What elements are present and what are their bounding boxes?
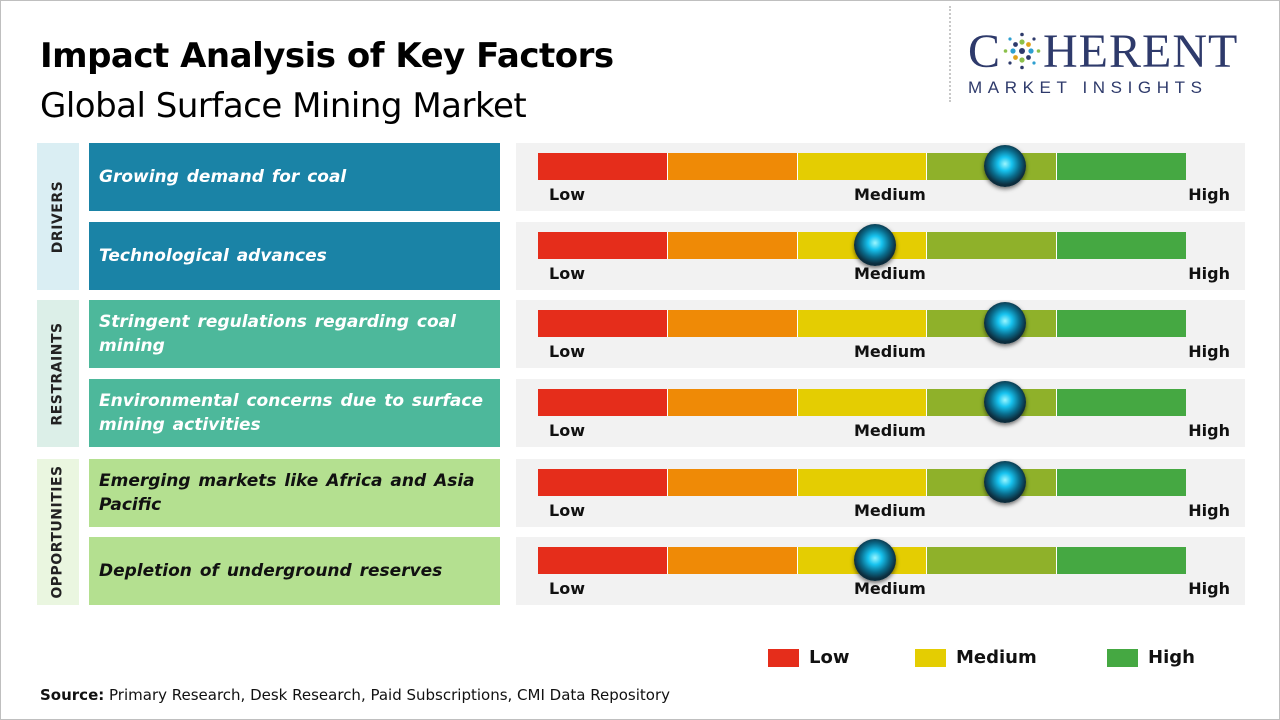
gauge-segment-1 (538, 469, 668, 496)
gauge-label-medium: Medium (854, 501, 926, 520)
gauge-label-low: Low (549, 185, 585, 204)
gauge-panel: Low Medium High (516, 143, 1245, 211)
gauge-label-medium: Medium (854, 579, 926, 598)
gauge-segment-2 (667, 389, 798, 416)
gauge-label-low: Low (549, 579, 585, 598)
gauge-label-medium: Medium (854, 264, 926, 283)
gauge-segment-3 (797, 469, 928, 496)
gauge-panel: Low Medium High (516, 222, 1245, 290)
legend-label-medium: Medium (956, 647, 1037, 668)
legend-item-high: High (1107, 647, 1195, 668)
legend-label-low: Low (809, 647, 850, 668)
gauge-label-medium: Medium (854, 421, 926, 440)
gauge-segment-3 (797, 153, 928, 180)
legend-label-high: High (1148, 647, 1195, 668)
gauge-bar (538, 232, 1186, 259)
impact-marker (983, 461, 1026, 503)
gauge-segment-2 (667, 232, 798, 259)
gauge-segment-2 (667, 310, 798, 337)
gauge-panel: Low Medium High (516, 379, 1245, 447)
logo-globe-icon (1003, 32, 1041, 70)
gauge-label-high: High (1188, 579, 1230, 598)
category-label-text: RESTRAINTS (50, 321, 66, 426)
gauge-label-low: Low (549, 501, 585, 520)
gauge-segment-2 (667, 153, 798, 180)
category-label-drivers: DRIVERS (37, 143, 79, 290)
logo-wordmark: C HERENT (968, 28, 1264, 76)
gauge-segment-1 (538, 547, 668, 574)
impact-marker (983, 302, 1026, 344)
logo-divider (949, 6, 951, 102)
gauge-label-medium: Medium (854, 342, 926, 361)
gauge-segment-3 (797, 389, 928, 416)
source-note: Source: Primary Research, Desk Research,… (40, 686, 670, 704)
category-label-opportunities: OPPORTUNITIES (37, 459, 79, 605)
gauge-segment-1 (538, 310, 668, 337)
gauge-segment-5 (1057, 153, 1186, 180)
legend-swatch-low (768, 648, 799, 667)
gauge-segment-5 (1057, 469, 1186, 496)
logo-wordmark-c: C (968, 25, 1002, 78)
factor-box: Growing demand for coal (89, 143, 500, 211)
gauge-label-high: High (1188, 501, 1230, 520)
factor-label: Growing demand for coal (99, 167, 347, 187)
factor-box: Environmental concerns due to surface mi… (89, 379, 500, 447)
factor-label: Stringent regulations regarding coal min… (99, 312, 456, 356)
source-label: Source: (40, 686, 105, 704)
factor-box: Technological advances (89, 222, 500, 290)
gauge-bar (538, 310, 1186, 337)
legend-item-medium: Medium (915, 647, 1037, 668)
gauge-bar (538, 469, 1186, 496)
factor-label: Emerging markets like Africa and Asia Pa… (99, 471, 475, 515)
gauge-bar (538, 153, 1186, 180)
gauge-segment-1 (538, 389, 668, 416)
gauge-label-low: Low (549, 421, 585, 440)
gauge-segment-1 (538, 232, 668, 259)
factor-box: Depletion of underground reserves (89, 537, 500, 605)
legend-swatch-high (1107, 648, 1138, 667)
category-label-restraints: RESTRAINTS (37, 300, 79, 447)
gauge-segment-5 (1057, 232, 1186, 259)
factor-label: Environmental concerns due to surface mi… (99, 391, 483, 435)
gauge-label-high: High (1188, 264, 1230, 283)
gauge-label-low: Low (549, 342, 585, 361)
factor-label: Depletion of underground reserves (99, 561, 443, 581)
coherent-logo: C HERENT MARKET INSIGHTS (968, 28, 1264, 108)
gauge-bar (538, 389, 1186, 416)
legend-item-low: Low (768, 647, 849, 668)
category-label-text: OPPORTUNITIES (50, 465, 67, 599)
impact-marker (983, 145, 1026, 187)
gauge-segment-5 (1057, 389, 1186, 416)
gauge-panel: Low Medium High (516, 537, 1245, 605)
factor-box: Stringent regulations regarding coal min… (89, 300, 500, 368)
logo-wordmark-rest: HERENT (1043, 25, 1239, 78)
gauge-panel: Low Medium High (516, 300, 1245, 368)
gauge-segment-4 (927, 232, 1058, 259)
gauge-segment-1 (538, 153, 668, 180)
legend-swatch-medium (915, 648, 946, 667)
gauge-segment-3 (797, 310, 928, 337)
factor-label: Technological advances (99, 246, 327, 266)
gauge-segment-2 (667, 547, 798, 574)
gauge-label-medium: Medium (854, 185, 926, 204)
impact-marker (983, 381, 1026, 423)
page-title: Impact Analysis of Key Factors (40, 36, 614, 76)
gauge-label-high: High (1188, 421, 1230, 440)
gauge-label-low: Low (549, 264, 585, 283)
gauge-label-high: High (1188, 185, 1230, 204)
logo-tagline: MARKET INSIGHTS (968, 78, 1208, 97)
page-subtitle: Global Surface Mining Market (40, 86, 527, 126)
gauge-panel: Low Medium High (516, 459, 1245, 527)
gauge-segment-4 (927, 547, 1058, 574)
gauge-segment-5 (1057, 547, 1186, 574)
gauge-segment-5 (1057, 310, 1186, 337)
impact-marker (853, 224, 896, 266)
impact-marker (853, 539, 896, 581)
source-text: Primary Research, Desk Research, Paid Su… (104, 686, 671, 704)
gauge-label-high: High (1188, 342, 1230, 361)
factor-box: Emerging markets like Africa and Asia Pa… (89, 459, 500, 527)
category-label-text: DRIVERS (50, 180, 66, 253)
gauge-segment-2 (667, 469, 798, 496)
